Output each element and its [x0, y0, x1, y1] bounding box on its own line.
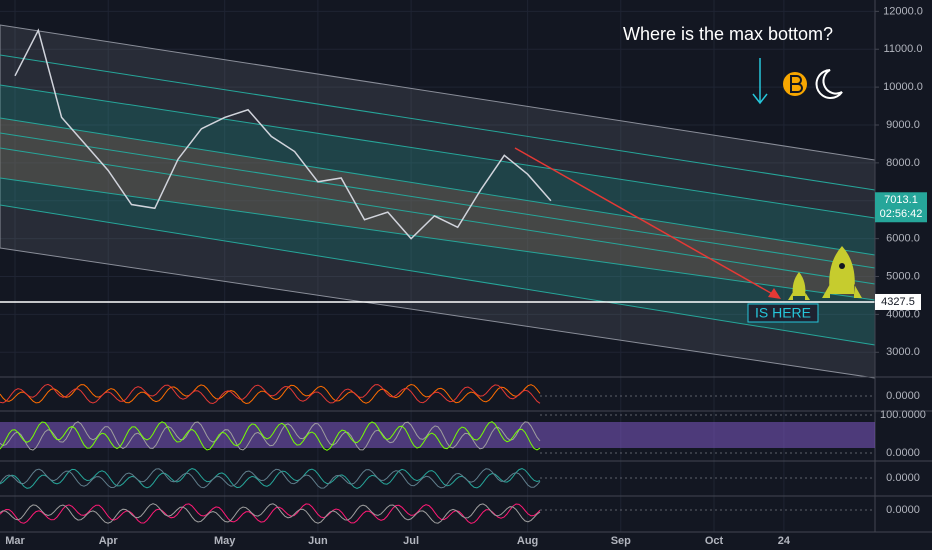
channel-line [0, 132, 876, 269]
y-tick-label: 9000.0 [886, 119, 920, 131]
channel-line [0, 204, 876, 346]
hline-label: 4327.5 [881, 296, 915, 308]
y-tick-label: 4000.0 [886, 308, 920, 320]
moon-icon [815, 69, 843, 99]
pane-label: 100.0000 [880, 409, 926, 421]
hline-label-box [875, 293, 921, 310]
last-price-box [875, 192, 927, 223]
x-tick-label: 24 [778, 535, 791, 547]
oscillator-line [0, 503, 541, 524]
pane-band [0, 422, 875, 448]
x-tick-label: Aug [517, 535, 538, 547]
oscillator-line [0, 383, 541, 405]
price-line [14, 28, 552, 240]
x-tick-label: Jun [308, 535, 328, 547]
oscillator-line [0, 421, 541, 451]
annotation-title: Where is the max bottom? [623, 24, 833, 44]
y-tick-label: 5000.0 [886, 270, 920, 282]
rocket-small [788, 272, 810, 300]
y-tick-label: 11000.0 [884, 43, 923, 55]
channel-line [0, 177, 876, 301]
oscillator-line [0, 421, 541, 451]
plot [0, 28, 875, 303]
x-tick-label: Jul [403, 535, 419, 547]
annotation-text: IS HERE [755, 305, 811, 321]
y-tick-label: 6000.0 [886, 233, 920, 245]
channel-lines [0, 54, 876, 346]
countdown: 02:56:42 [880, 208, 923, 220]
y-tick-label: 12000.0 [883, 5, 923, 17]
channel-mid [0, 118, 875, 300]
x-tick-label: May [214, 535, 236, 547]
rocket-large [822, 246, 862, 298]
channel-line [0, 147, 876, 285]
channel-teal [0, 85, 875, 345]
y-tick-label: 3000.0 [886, 346, 920, 358]
channel [0, 24, 876, 379]
x-tick-label: Oct [705, 535, 724, 547]
bitcoin-b [790, 75, 803, 93]
axis: 3000.04000.05000.06000.07000.08000.09000… [5, 5, 927, 547]
channel-line [0, 54, 876, 191]
oscillator-line [0, 468, 541, 489]
x-tick-label: Sep [611, 535, 631, 547]
annotation-box [747, 303, 819, 323]
down-arrow-head [752, 93, 768, 105]
oscillator-line [0, 383, 541, 405]
last-price-label: 7013.1 [884, 194, 918, 206]
pane-label: 0.0000 [886, 447, 920, 459]
pane-label: 0.0000 [886, 390, 920, 402]
arrow-head [768, 288, 781, 299]
pane-label: 0.0000 [886, 472, 920, 484]
oscillator-line [0, 503, 541, 524]
channel-line [0, 84, 876, 219]
y-tick-label: 10000.0 [883, 81, 923, 93]
pane-label: 0.0000 [886, 504, 920, 516]
rocket-window [839, 263, 845, 269]
oscillator-line [0, 468, 541, 489]
x-tick-label: Mar [5, 535, 25, 547]
channel-line [0, 117, 876, 256]
x-tick-label: Apr [99, 535, 119, 547]
y-tick-label: 8000.0 [886, 157, 920, 169]
arrow [514, 147, 777, 297]
indicator-panes: 0.0000 100.0000 0.0000 0.0000 0.0000 [0, 376, 932, 524]
